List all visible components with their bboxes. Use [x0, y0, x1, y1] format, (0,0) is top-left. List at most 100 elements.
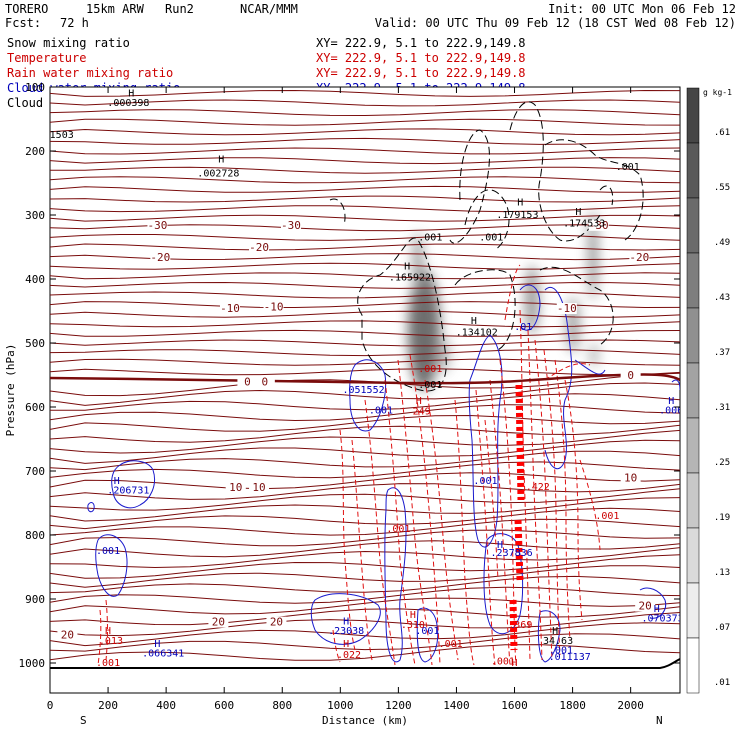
temperature-contour — [50, 497, 680, 522]
maximum-label: .01 — [514, 322, 532, 333]
maximum-label: H — [154, 639, 160, 650]
maximum-label: H — [128, 89, 134, 100]
label-background — [620, 370, 641, 382]
maximum-label: 34.63 — [543, 636, 573, 647]
label-background — [263, 301, 284, 313]
temperature-label: 0 — [627, 369, 634, 382]
temperature-contour — [50, 339, 680, 347]
legend-field-section: XY= 222.9, 5.1 to 222.9,149.8 — [316, 36, 526, 50]
maximum-label: .001 — [418, 380, 442, 391]
x-tick-label: 1400 — [443, 699, 470, 712]
model-resolution: 15km ARW — [86, 2, 145, 16]
temperature-contour — [50, 547, 680, 569]
temperature-label: 10 — [229, 481, 242, 494]
label-background — [57, 629, 78, 641]
legend-field-section: XY= 222.9, 5.1 to 222.9,149.8 — [316, 51, 526, 65]
maximum-label: .001 — [386, 524, 410, 535]
label-background — [254, 376, 275, 388]
temperature-contour — [50, 529, 680, 547]
temperature-contour — [50, 633, 680, 652]
maximum-label: H — [668, 396, 674, 407]
colorbar-segment — [686, 472, 700, 529]
temperature-contour — [50, 483, 680, 500]
maximum-label: H — [218, 155, 224, 166]
colorbar-tick-label: .07 — [714, 623, 730, 633]
temperature-contour — [50, 137, 680, 145]
temperature-contour — [50, 575, 680, 594]
maximum-label: .001 — [418, 233, 442, 244]
temperature-label: -30 — [589, 219, 609, 232]
temperature-contour — [50, 368, 680, 376]
maximum-label: H — [343, 639, 349, 650]
colorbar-segment — [686, 142, 700, 199]
colorbar-tick-label: .13 — [714, 568, 730, 578]
maximum-label: H — [575, 207, 581, 218]
maximum-label: 249 — [413, 407, 431, 418]
temperature-contour — [50, 507, 680, 530]
colorbar-segment — [686, 87, 700, 144]
maximum-label: .23038 — [328, 626, 364, 637]
temperature-contour — [50, 404, 680, 422]
temperature-contour — [50, 429, 680, 454]
x-end-label-north: N — [656, 714, 663, 727]
temperature-contour — [50, 89, 680, 97]
label-background — [249, 242, 270, 254]
maximum-label: .001 — [473, 476, 497, 487]
temperature-contour — [50, 109, 680, 117]
maximum-label: .165922 — [389, 272, 431, 283]
x-tick-label: 1600 — [501, 699, 528, 712]
plot-header: TORERO 15km ARW Run2 NCAR/MMM Init: 00 U… — [5, 2, 736, 30]
valid-time: Valid: 00 UTC Thu 09 Feb 12 (18 CST Wed … — [375, 16, 736, 30]
cloud-ice-contours — [329, 101, 644, 392]
maximum-label: H — [114, 476, 120, 487]
temperature-contour — [50, 243, 680, 251]
maximum-label: .001 — [595, 511, 619, 522]
maximum-label: H — [343, 617, 349, 628]
temperature-contour — [50, 565, 680, 588]
temperature-label: -10 — [557, 302, 577, 315]
x-tick-label: 800 — [272, 699, 292, 712]
y-tick-label: 900 — [25, 593, 45, 606]
temperature-label: 20 — [61, 628, 74, 641]
x-axis-title: Distance (km) — [322, 714, 408, 727]
y-tick-label: 500 — [25, 337, 45, 350]
y-tick-label: 400 — [25, 273, 45, 286]
temperature-contour — [50, 157, 680, 165]
label-background — [635, 600, 656, 612]
temperature-contour — [50, 320, 680, 328]
temperature-contour — [50, 540, 680, 558]
colorbar-tick-label: .25 — [714, 458, 730, 468]
temperature-contour — [50, 195, 680, 203]
colorbar-tick-label: .31 — [714, 403, 730, 413]
colorbar-tick-label: .01 — [714, 678, 730, 688]
temperature-contour — [50, 382, 680, 406]
temperature-label: -30 — [147, 219, 167, 232]
temperature-contour — [50, 233, 680, 241]
forecast-hour: 72 h — [60, 16, 89, 30]
temperature-contour — [50, 281, 680, 289]
model-org: NCAR/MMM — [240, 2, 298, 16]
y-tick-label: 200 — [25, 145, 45, 158]
label-background — [588, 219, 609, 231]
label-background — [556, 303, 577, 314]
maximum-label: H — [497, 540, 503, 551]
terrain-line — [50, 658, 680, 669]
maximum-label: .066341 — [142, 649, 184, 660]
colorbar-segment — [686, 197, 700, 254]
colorbar-tick-label: .49 — [714, 238, 730, 248]
x-tick-label: 0 — [47, 699, 54, 712]
temperature-contour — [50, 185, 680, 193]
x-tick-label: 600 — [214, 699, 234, 712]
temperature-label: 20 — [639, 600, 652, 613]
label-background — [237, 376, 258, 388]
label-background — [150, 251, 171, 263]
label-background — [208, 616, 229, 628]
colorbar-segment — [686, 362, 700, 419]
x-tick-label: 1200 — [385, 699, 412, 712]
legend-field-name: Temperature — [7, 51, 86, 65]
y-tick-label: 800 — [25, 529, 45, 542]
maximum-label: .179153 — [496, 210, 538, 221]
temperature-label: 10 — [624, 472, 637, 485]
temperature-label: -20 — [249, 241, 269, 254]
